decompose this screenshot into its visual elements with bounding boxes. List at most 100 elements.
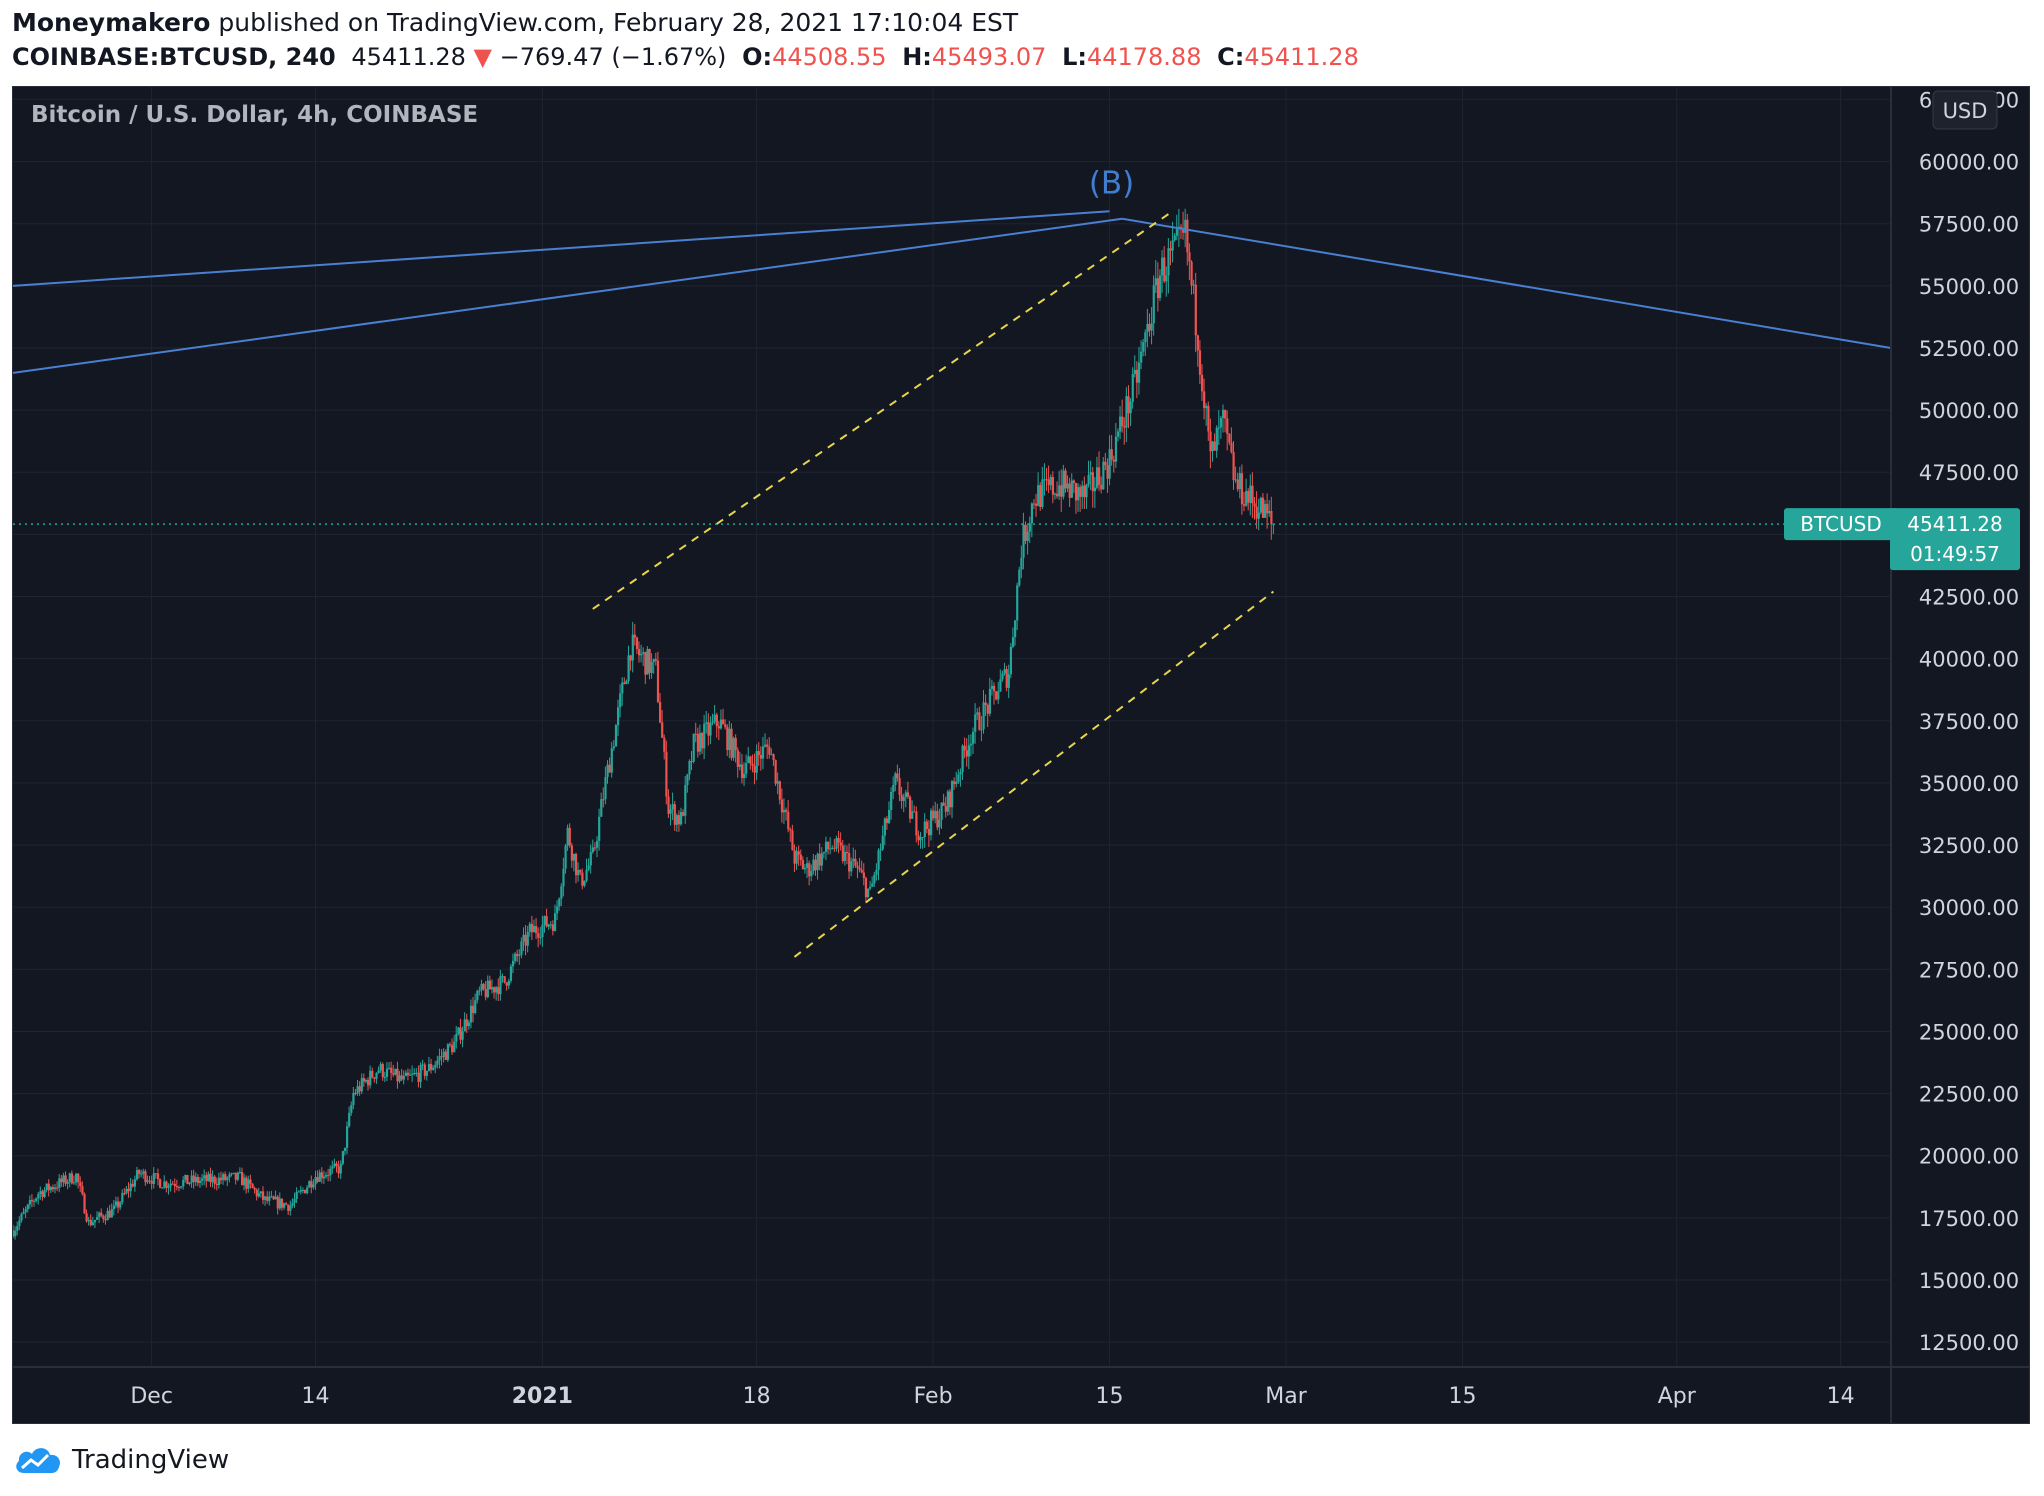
candle-body xyxy=(117,1201,120,1208)
candle-body xyxy=(726,727,729,751)
candle-body xyxy=(476,990,479,1001)
candle-body xyxy=(228,1174,231,1178)
candle-body xyxy=(1154,278,1157,286)
trend-line xyxy=(13,217,1123,374)
candle-body xyxy=(638,648,641,656)
candle-body xyxy=(780,799,784,813)
currency-button[interactable]: USD xyxy=(1943,99,1988,123)
candle-body xyxy=(822,851,826,854)
candle-body xyxy=(1205,405,1208,409)
high-value: 45493.07 xyxy=(931,43,1047,71)
candle-body xyxy=(982,702,985,730)
candle-body xyxy=(1026,531,1029,542)
candle-body xyxy=(381,1064,384,1078)
candle-body xyxy=(896,773,899,779)
candle-body xyxy=(484,989,487,998)
candle-body xyxy=(505,982,508,986)
candle-body xyxy=(869,886,872,889)
time-axis[interactable]: Dec 14 2021 18 Feb 15 Mar 15 Apr 14 xyxy=(13,1366,2030,1409)
candle-body xyxy=(1171,240,1174,251)
candle-body xyxy=(278,1198,281,1209)
candle-body xyxy=(526,931,529,946)
candle-body xyxy=(163,1181,166,1188)
candle-body xyxy=(551,924,555,931)
candle-body xyxy=(501,976,504,978)
candle-body xyxy=(66,1181,69,1184)
candle-body xyxy=(1163,257,1166,282)
candle-body xyxy=(1182,229,1185,233)
candle-body xyxy=(927,828,931,836)
price-axis[interactable]: 12500.00 15000.00 17500.00 20000.00 22500.00… xyxy=(1890,87,2019,1424)
candle-body xyxy=(715,714,718,727)
candle-body xyxy=(719,719,723,729)
candle-body xyxy=(463,1019,466,1032)
candle-body xyxy=(104,1219,107,1221)
y-tick-label: 25000.00 xyxy=(1919,1020,2019,1044)
candle-body xyxy=(318,1172,321,1182)
candle-body xyxy=(43,1190,46,1197)
candle-body xyxy=(1091,472,1094,492)
candle-body xyxy=(1129,401,1132,414)
candle-body xyxy=(740,764,744,779)
candle-body xyxy=(925,821,928,829)
candle-body xyxy=(156,1173,160,1180)
candle-body xyxy=(131,1183,134,1187)
candle-body xyxy=(280,1198,284,1208)
candle-body xyxy=(70,1173,74,1184)
chart-panel[interactable]: 12500.00 15000.00 17500.00 20000.00 22500.00… xyxy=(12,86,2030,1424)
y-tick-label: 57500.00 xyxy=(1919,213,2019,237)
candle-body xyxy=(978,712,981,730)
candle-body xyxy=(1043,479,1046,481)
currency-button-bg[interactable] xyxy=(1932,90,1998,130)
candle-body xyxy=(1070,480,1073,498)
candle-body xyxy=(808,863,811,877)
candle-body xyxy=(921,836,924,838)
candle-body xyxy=(39,1191,42,1194)
candle-body xyxy=(1125,396,1128,428)
candle-body xyxy=(129,1183,132,1192)
candle-body xyxy=(1240,473,1244,505)
candle-body xyxy=(138,1170,141,1174)
x-tick-label: 15 xyxy=(1448,1384,1476,1409)
candle-body xyxy=(186,1174,189,1185)
candle-body xyxy=(1188,252,1191,262)
candle-body xyxy=(852,858,855,862)
candle-body xyxy=(799,854,802,860)
candle-body xyxy=(259,1191,263,1194)
candle-body xyxy=(745,763,748,774)
candle-body xyxy=(1140,351,1143,363)
author-name[interactable]: Moneymakero xyxy=(12,8,211,37)
candle-body xyxy=(755,751,758,773)
candle-body xyxy=(1058,485,1061,497)
candle-body xyxy=(564,845,567,869)
candle-body xyxy=(400,1075,403,1080)
candle-body xyxy=(490,987,494,990)
candle-body xyxy=(320,1172,323,1179)
price-chart[interactable]: 12500.00 15000.00 17500.00 20000.00 22500.00… xyxy=(13,87,2030,1424)
tradingview-cloud-logo[interactable] xyxy=(12,1443,64,1477)
tradingview-brand[interactable]: TradingView xyxy=(72,1445,230,1475)
symbol-label: COINBASE:BTCUSD, 240 xyxy=(12,43,336,71)
candle-body xyxy=(1100,484,1103,490)
candle-body xyxy=(322,1176,326,1179)
candle-body xyxy=(1232,452,1235,481)
y-tick-label: 32500.00 xyxy=(1919,834,2019,858)
candle-body xyxy=(295,1191,298,1199)
candle-body xyxy=(1234,479,1237,481)
candle-body xyxy=(159,1179,162,1188)
candle-body xyxy=(255,1189,258,1197)
candle-body xyxy=(507,980,510,986)
candle-body xyxy=(93,1219,97,1223)
candle-body xyxy=(929,810,933,836)
candle-body xyxy=(877,850,880,870)
candle-body xyxy=(1121,416,1124,427)
candle-body xyxy=(619,693,622,708)
candle-body xyxy=(696,734,700,752)
candle-body xyxy=(308,1181,311,1188)
candle-body xyxy=(543,916,546,925)
candle-body xyxy=(106,1210,109,1221)
candle-body xyxy=(306,1187,309,1194)
candle-body xyxy=(1194,284,1197,336)
candle-body xyxy=(79,1182,82,1187)
candle-body xyxy=(343,1147,347,1152)
